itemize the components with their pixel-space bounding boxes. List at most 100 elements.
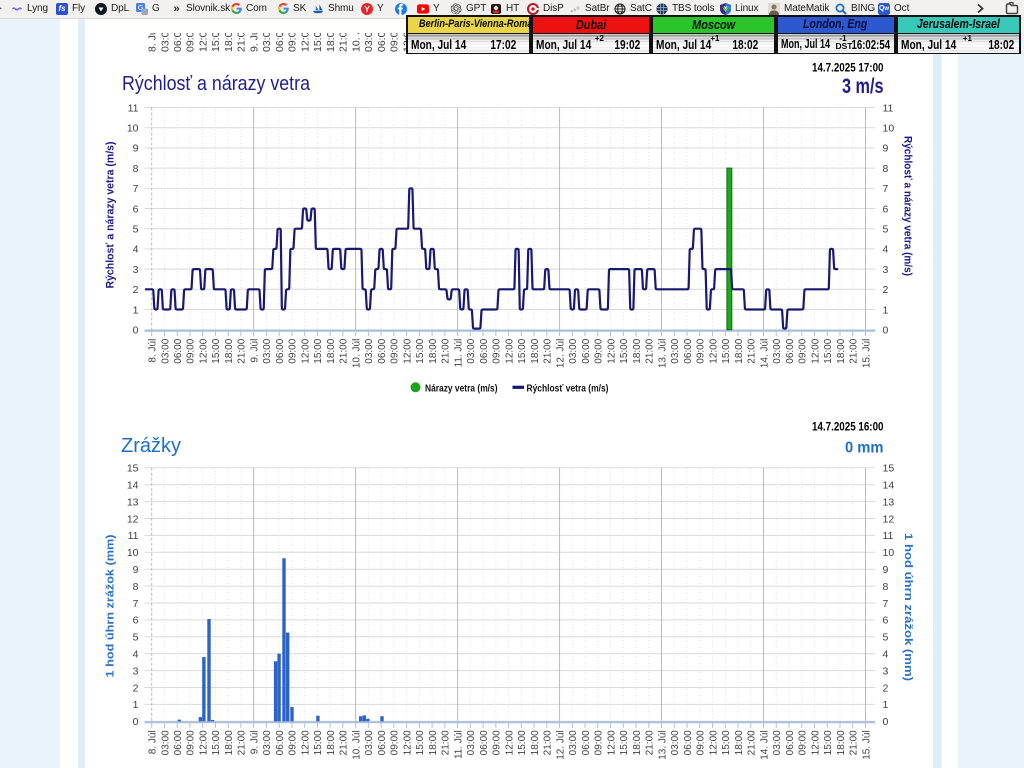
svg-text:21:00: 21:00 bbox=[849, 338, 860, 363]
svg-text:21:00: 21:00 bbox=[441, 730, 452, 755]
svg-text:21:00: 21:00 bbox=[645, 730, 656, 755]
svg-text:15:00: 15:00 bbox=[313, 338, 324, 363]
svg-text:Y: Y bbox=[364, 4, 370, 14]
svg-text:14.7.2025 17:00: 14.7.2025 17:00 bbox=[812, 61, 884, 75]
svg-text:06:00: 06:00 bbox=[581, 730, 592, 755]
svg-text:8: 8 bbox=[883, 581, 889, 593]
svg-text:14. Júl: 14. Júl bbox=[759, 339, 770, 368]
svg-text:09:00: 09:00 bbox=[492, 338, 503, 363]
svg-text:06:00: 06:00 bbox=[173, 338, 184, 363]
svg-text:03:00: 03:00 bbox=[772, 338, 783, 363]
svg-text:6: 6 bbox=[883, 203, 889, 215]
svg-text:12:00: 12:00 bbox=[708, 338, 719, 363]
svg-text:5: 5 bbox=[133, 632, 139, 644]
svg-text:Rýchlosť a nárazy vetra: Rýchlosť a nárazy vetra bbox=[122, 72, 311, 95]
svg-text:11. Júl: 11. Júl bbox=[453, 730, 464, 759]
svg-text:12:00: 12:00 bbox=[402, 338, 413, 363]
svg-text:18:00: 18:00 bbox=[836, 730, 847, 755]
svg-text:03:00: 03:00 bbox=[466, 338, 477, 363]
svg-text:11: 11 bbox=[883, 530, 894, 542]
svg-text:8. Júl: 8. Júl bbox=[147, 27, 159, 52]
svg-text:10. Júl: 10. Júl bbox=[351, 730, 362, 759]
svg-text:12:00: 12:00 bbox=[300, 730, 311, 755]
svg-text:09:00: 09:00 bbox=[798, 730, 809, 755]
svg-text:18:00: 18:00 bbox=[530, 338, 541, 363]
svg-text:09:00: 09:00 bbox=[186, 338, 197, 363]
svg-text:8. Júl: 8. Júl bbox=[148, 339, 159, 363]
svg-text:03:00: 03:00 bbox=[670, 338, 681, 363]
svg-text:15:00: 15:00 bbox=[517, 730, 528, 755]
svg-text:18:00: 18:00 bbox=[632, 338, 643, 363]
svg-text:10: 10 bbox=[883, 547, 895, 559]
svg-text:18:00: 18:00 bbox=[734, 730, 745, 755]
svg-text:18:00: 18:00 bbox=[836, 338, 847, 363]
svg-text:Nárazy vetra (m/s): Nárazy vetra (m/s) bbox=[425, 383, 498, 395]
svg-text:4: 4 bbox=[133, 649, 139, 661]
svg-text:4: 4 bbox=[883, 244, 889, 256]
svg-text:9: 9 bbox=[883, 143, 889, 155]
svg-text:Zrážky: Zrážky bbox=[121, 434, 182, 457]
svg-text:12: 12 bbox=[883, 513, 895, 525]
svg-text:6: 6 bbox=[883, 615, 889, 627]
svg-text:18:00: 18:00 bbox=[734, 338, 745, 363]
svg-text:21:00: 21:00 bbox=[543, 730, 554, 755]
svg-text:8: 8 bbox=[133, 581, 139, 593]
svg-text:0 mm: 0 mm bbox=[845, 440, 884, 457]
svg-text:14: 14 bbox=[883, 480, 895, 492]
svg-text:06:00: 06:00 bbox=[479, 338, 490, 363]
svg-text:2: 2 bbox=[883, 284, 889, 296]
svg-text:14.7.2025 16:00: 14.7.2025 16:00 bbox=[812, 420, 884, 434]
svg-text:15:00: 15:00 bbox=[823, 338, 834, 363]
svg-text:3 m/s: 3 m/s bbox=[842, 75, 884, 98]
svg-text:15:00: 15:00 bbox=[415, 730, 426, 755]
svg-text:10: 10 bbox=[883, 123, 895, 135]
svg-text:21:00: 21:00 bbox=[237, 730, 248, 755]
svg-text:G: G bbox=[138, 5, 143, 12]
svg-text:09:00: 09:00 bbox=[288, 338, 299, 363]
svg-text:09:00: 09:00 bbox=[288, 730, 299, 755]
svg-text:03:00: 03:00 bbox=[160, 730, 171, 755]
svg-text:2: 2 bbox=[133, 284, 139, 296]
svg-text:12. Júl: 12. Júl bbox=[555, 339, 566, 368]
svg-text:18:00: 18:00 bbox=[326, 730, 337, 755]
svg-text:15:00: 15:00 bbox=[211, 730, 222, 755]
svg-text:21:00: 21:00 bbox=[339, 730, 350, 755]
svg-text:06:00: 06:00 bbox=[173, 730, 184, 755]
svg-text:03:00: 03:00 bbox=[772, 730, 783, 755]
svg-text:13: 13 bbox=[883, 496, 895, 508]
svg-text:4: 4 bbox=[883, 649, 889, 661]
svg-text:13: 13 bbox=[127, 496, 139, 508]
svg-text:0: 0 bbox=[883, 325, 889, 337]
svg-text:06:00: 06:00 bbox=[683, 338, 694, 363]
svg-text:21:00: 21:00 bbox=[747, 338, 758, 363]
svg-text:10: 10 bbox=[127, 123, 139, 135]
svg-text:12:00: 12:00 bbox=[810, 730, 821, 755]
svg-text:12:00: 12:00 bbox=[708, 730, 719, 755]
svg-text:3: 3 bbox=[883, 665, 889, 677]
svg-text:18:00: 18:00 bbox=[530, 730, 541, 755]
svg-text:21:00: 21:00 bbox=[543, 338, 554, 363]
svg-text:15:00: 15:00 bbox=[211, 338, 222, 363]
svg-text:11: 11 bbox=[883, 102, 894, 114]
svg-text:Rýchlosť vetra (m/s): Rýchlosť vetra (m/s) bbox=[527, 383, 609, 395]
svg-text:15:00: 15:00 bbox=[517, 338, 528, 363]
svg-text:12: 12 bbox=[127, 513, 139, 525]
svg-text:03:00: 03:00 bbox=[160, 338, 171, 363]
svg-text:5: 5 bbox=[883, 632, 889, 644]
svg-text:06:00: 06:00 bbox=[785, 730, 796, 755]
svg-text:09:00: 09:00 bbox=[798, 338, 809, 363]
svg-text:Rýchlosť a nárazy vetra (m/s): Rýchlosť a nárazy vetra (m/s) bbox=[902, 136, 914, 276]
svg-text:18:00: 18:00 bbox=[224, 338, 235, 363]
svg-text:09:00: 09:00 bbox=[594, 730, 605, 755]
svg-text:8. Júl: 8. Júl bbox=[148, 730, 159, 754]
svg-text:06:00: 06:00 bbox=[785, 338, 796, 363]
svg-text:7: 7 bbox=[133, 183, 139, 195]
svg-text:1: 1 bbox=[133, 699, 139, 711]
svg-text:03:00: 03:00 bbox=[262, 730, 273, 755]
svg-text:12:00: 12:00 bbox=[198, 730, 209, 755]
svg-text:4: 4 bbox=[133, 244, 139, 256]
svg-text:11: 11 bbox=[128, 102, 139, 114]
svg-text:11: 11 bbox=[128, 530, 139, 542]
svg-text:15. Júl: 15. Júl bbox=[861, 730, 872, 759]
svg-text:15. Júl: 15. Júl bbox=[861, 339, 872, 368]
